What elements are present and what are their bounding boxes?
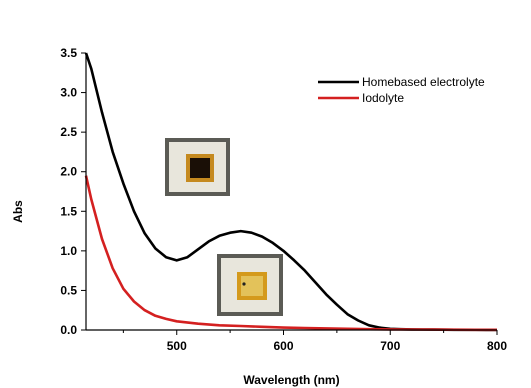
- x-tick-label: 700: [380, 339, 400, 353]
- x-axis-title: Wavelength (nm): [243, 373, 339, 387]
- cell-photo-dark: [165, 138, 230, 196]
- y-tick-label: 1.5: [60, 204, 77, 218]
- y-tick-label: 2.0: [60, 165, 77, 179]
- y-axis-title: Abs: [11, 200, 25, 223]
- cell-photo-light: [217, 254, 283, 316]
- legend-label-0: Homebased electrolyte: [362, 75, 485, 89]
- series-line-1: [84, 175, 497, 332]
- x-tick-label: 500: [167, 339, 187, 353]
- y-tick-label: 0.0: [60, 323, 77, 337]
- y-tick-label: 0.5: [60, 283, 77, 297]
- x-tick-label: 800: [487, 339, 507, 353]
- legend-label-1: Iodolyte: [362, 91, 404, 105]
- x-tick-label: 600: [273, 339, 293, 353]
- y-tick-label: 1.0: [60, 244, 77, 258]
- y-tick-label: 3.5: [60, 46, 77, 60]
- series-line-0: [84, 52, 497, 332]
- y-tick-label: 3.0: [60, 86, 77, 100]
- y-tick-label: 2.5: [60, 125, 77, 139]
